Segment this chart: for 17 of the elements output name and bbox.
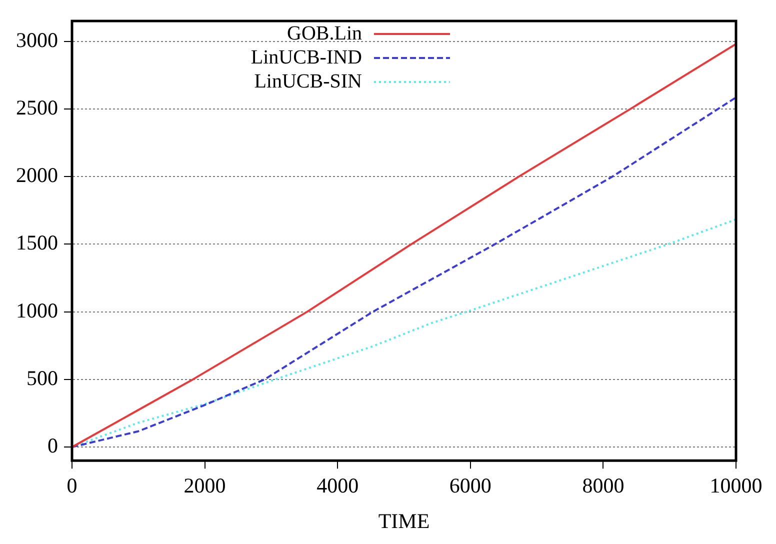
y-tick-label: 3000 [16, 28, 58, 52]
x-axis-title: TIME [378, 508, 430, 533]
x-tick-label: 6000 [449, 474, 492, 498]
x-tick-label: 4000 [316, 474, 359, 498]
y-tick-label: 1000 [16, 298, 58, 322]
x-tick-label: 8000 [582, 474, 624, 498]
x-tick-label: 2000 [184, 474, 226, 498]
y-tick-label: 2500 [16, 95, 58, 120]
legend-label: LinUCB-SIN [254, 70, 362, 92]
y-tick-label: 2000 [16, 163, 58, 188]
x-tick-label: 10000 [710, 474, 762, 498]
legend-label: LinUCB-IND [250, 46, 362, 68]
y-tick-label: 500 [26, 366, 58, 390]
x-tick-label: 0 [66, 474, 78, 498]
y-tick-label: 0 [48, 434, 58, 458]
y-tick-label: 1500 [16, 230, 58, 255]
legend-label: GOB.Lin [287, 22, 362, 44]
